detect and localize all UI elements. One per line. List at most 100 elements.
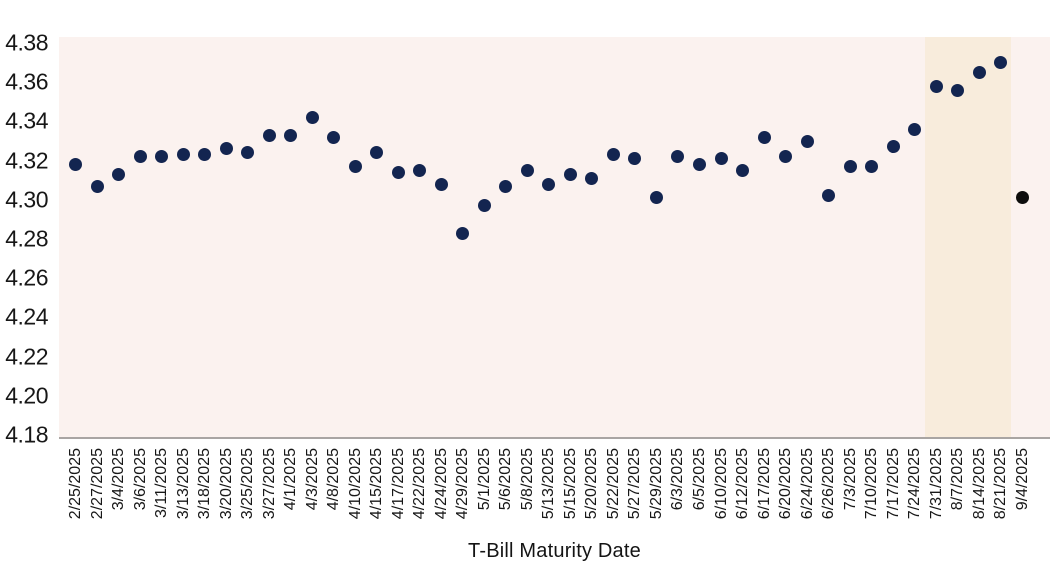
x-tick-label: 5/13/2025 (540, 448, 558, 520)
data-point (413, 163, 427, 177)
x-tick-label: 8/7/2025 (949, 448, 967, 511)
y-axis: 4.38 4.36 4.34 4.32 4.30 4.28 4.26 4.24 4.22 4.20… (0, 30, 48, 448)
data-point (520, 163, 534, 177)
data-point (994, 56, 1008, 70)
x-tick-label: 8/14/2025 (970, 448, 988, 520)
x-tick-label: 6/10/2025 (712, 448, 730, 520)
x-tick-label: 5/20/2025 (583, 448, 601, 520)
x-tick-label: 4/22/2025 (411, 448, 429, 520)
x-tick-label: 4/15/2025 (368, 448, 386, 520)
data-point (886, 140, 900, 154)
data-point (671, 150, 685, 164)
x-tick-label: 3/25/2025 (239, 448, 257, 520)
y-tick-label: 4.32 (5, 147, 48, 174)
data-point (843, 159, 857, 173)
data-point (757, 130, 771, 144)
y-tick-label: 4.24 (5, 303, 48, 330)
data-point (585, 171, 599, 185)
data-point (649, 191, 663, 205)
x-tick-label: 5/29/2025 (647, 448, 665, 520)
plot-area (59, 37, 1050, 439)
x-tick-label: 4/8/2025 (325, 448, 343, 511)
y-tick-label: 4.38 (5, 29, 48, 56)
x-tick-label: 7/10/2025 (863, 448, 881, 520)
data-point (563, 167, 577, 181)
x-tick-label: 3/27/2025 (260, 448, 278, 520)
data-point (69, 158, 83, 172)
x-tick-label: 7/24/2025 (906, 448, 924, 520)
x-tick-label: 6/17/2025 (755, 448, 773, 520)
data-point (327, 130, 341, 144)
data-point (133, 150, 147, 164)
x-axis: 2/25/2025 2/27/2025 3/4/2025 3/6/2025 3/11/2… (59, 446, 1050, 538)
x-tick-label: 2/25/2025 (67, 448, 85, 520)
y-tick-label: 4.26 (5, 264, 48, 291)
x-tick-label: 7/17/2025 (884, 448, 902, 520)
y-tick-label: 4.20 (5, 382, 48, 409)
highlight-band (925, 37, 1012, 437)
y-tick-label: 4.28 (5, 225, 48, 252)
x-tick-label: 3/11/2025 (153, 448, 171, 518)
x-tick-label: 3/6/2025 (131, 448, 149, 511)
x-tick-label: 5/27/2025 (626, 448, 644, 520)
x-tick-label: 3/18/2025 (196, 448, 214, 520)
data-point (628, 152, 642, 166)
data-point (112, 167, 126, 181)
data-point (477, 199, 491, 213)
x-tick-label: 4/29/2025 (454, 448, 472, 520)
data-point (800, 134, 814, 148)
y-tick-label: 4.18 (5, 421, 48, 448)
x-tick-label: 3/4/2025 (110, 448, 128, 511)
data-point (929, 79, 943, 93)
x-tick-label: 6/3/2025 (669, 448, 687, 511)
x-tick-label: 4/10/2025 (346, 448, 364, 520)
data-point (865, 159, 879, 173)
y-tick-label: 4.34 (5, 107, 48, 134)
data-point (499, 179, 513, 193)
data-point (779, 150, 793, 164)
x-tick-label: 8/21/2025 (992, 448, 1010, 520)
data-point (542, 177, 556, 191)
x-tick-label: 5/22/2025 (604, 448, 622, 520)
data-point (456, 226, 470, 240)
data-point (692, 158, 706, 172)
data-point (262, 128, 276, 142)
data-point (434, 177, 448, 191)
data-point (606, 148, 620, 162)
x-tick-label: 7/31/2025 (927, 448, 945, 520)
data-point (714, 152, 728, 166)
data-point (241, 146, 255, 160)
y-tick-label: 4.30 (5, 186, 48, 213)
x-tick-label: 3/13/2025 (174, 448, 192, 520)
data-point (284, 128, 298, 142)
x-tick-label: 4/1/2025 (282, 448, 300, 511)
x-tick-label: 6/24/2025 (798, 448, 816, 520)
data-point (305, 110, 319, 124)
data-point (972, 65, 986, 79)
data-point (951, 83, 965, 97)
x-tick-label: 7/3/2025 (841, 448, 859, 511)
data-point (90, 179, 104, 193)
data-point (391, 165, 405, 179)
data-point (908, 122, 922, 136)
x-tick-label: 4/24/2025 (432, 448, 450, 520)
x-tick-label: 4/3/2025 (303, 448, 321, 511)
x-tick-label: 6/12/2025 (734, 448, 751, 520)
data-point (176, 148, 190, 162)
x-tick-label: 5/6/2025 (497, 448, 515, 511)
x-tick-label: 6/20/2025 (777, 448, 795, 520)
x-tick-label: 4/17/2025 (389, 448, 407, 520)
y-tick-label: 4.22 (5, 343, 48, 370)
data-point (1015, 191, 1029, 205)
data-point (348, 159, 362, 173)
x-tick-label: 5/15/2025 (561, 448, 579, 520)
x-axis-title: T-Bill Maturity Date (468, 540, 641, 562)
data-point (155, 150, 169, 164)
x-tick-label: 3/20/2025 (217, 448, 235, 520)
x-tick-label: 5/8/2025 (518, 448, 536, 511)
x-tick-label: 6/26/2025 (820, 448, 838, 520)
x-tick-label: 9/4/2025 (1013, 448, 1031, 511)
y-tick-label: 4.36 (5, 68, 48, 95)
x-tick-label: 2/27/2025 (88, 448, 106, 520)
